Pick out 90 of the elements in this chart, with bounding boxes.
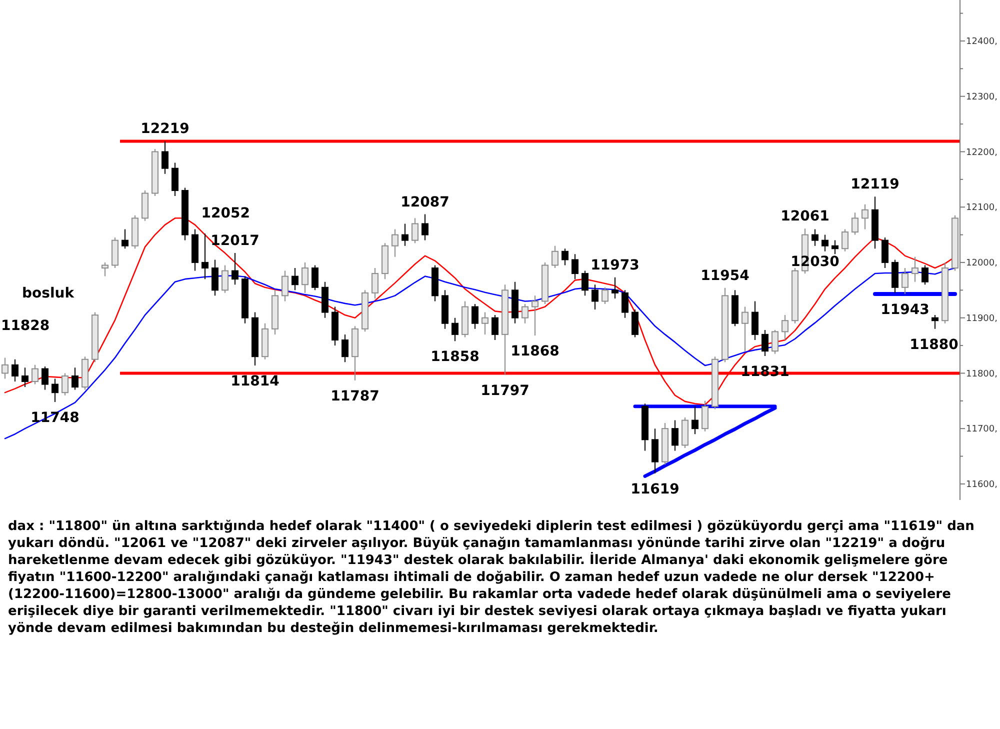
candlestick xyxy=(702,400,708,432)
candlestick xyxy=(522,303,528,324)
candlestick xyxy=(52,378,58,402)
y-tick-label: 11900, xyxy=(966,314,998,324)
candlestick xyxy=(592,284,598,310)
annotation: 11868 xyxy=(510,344,560,360)
candlestick xyxy=(342,334,348,363)
annotation: 12061 xyxy=(780,208,830,225)
candlestick xyxy=(562,248,568,266)
candlestick xyxy=(162,140,168,174)
candlestick xyxy=(212,259,218,296)
candlestick xyxy=(862,204,868,230)
candlestick xyxy=(912,256,918,282)
candlestick xyxy=(772,330,778,354)
candlestick xyxy=(392,228,398,258)
candlestick xyxy=(312,264,318,291)
y-tick-label: 11600, xyxy=(966,480,998,490)
candlestick xyxy=(32,364,38,385)
candlestick xyxy=(452,317,458,342)
annotation: 11973 xyxy=(590,257,640,274)
candlestick xyxy=(72,367,78,390)
candlestick xyxy=(172,162,178,197)
candlestick xyxy=(812,228,818,246)
y-tick-label: 12300, xyxy=(966,92,998,102)
candlestick xyxy=(532,295,538,336)
candlestick xyxy=(672,420,678,452)
candlestick xyxy=(602,286,608,304)
annotation: 11880 xyxy=(910,336,959,353)
candlestick xyxy=(762,330,768,357)
annotation: 11858 xyxy=(430,349,480,366)
candlestick xyxy=(102,262,108,277)
annotation: 12219 xyxy=(140,121,190,138)
candlestick xyxy=(232,252,238,286)
candlestick xyxy=(822,234,828,252)
annotation: 12119 xyxy=(850,176,900,193)
candlestick xyxy=(42,366,48,390)
annotation: 11943 xyxy=(880,302,930,318)
annotation: 12052 xyxy=(201,205,250,222)
annotation: 11797 xyxy=(480,382,530,399)
candlestick xyxy=(742,306,748,352)
candlestick xyxy=(22,367,28,388)
annotation: 12030 xyxy=(790,254,840,270)
candlestick xyxy=(922,264,928,286)
candlestick xyxy=(62,372,68,396)
annotation: 12017 xyxy=(210,233,260,250)
candlestick xyxy=(632,309,638,338)
annotation: 11619 xyxy=(630,481,680,498)
candlestick xyxy=(412,218,418,244)
candlestick xyxy=(402,223,408,246)
annotation: 11787 xyxy=(330,388,380,404)
y-tick-label: 12200, xyxy=(966,148,998,158)
candlestick xyxy=(552,245,558,268)
candlestick xyxy=(842,228,848,252)
candlestick xyxy=(882,237,888,268)
text: dax : "11800" ün altına sarktığında hedef olarak "11400" ( o seviyedeki diplerin test edilmesi ) gözüküyordu gerçi ama "11619" dan yukarı döndü. "12061 ve "12087" deki zirveler aşılıyor. Büyük çanağın tamamlanması yönünde tarihi zirve olan "12219" a doğru hareketlenme devam edecek gibi gözüküyor. "11943" destek olarak bakılabilir. İleride Almanya' daki ekonomik gelişmelere göre fiyatın "11600-12200" aralığındaki çanağı katlaması ihtimali de doğabilir. O zaman hedef uzun vadede ne olur dersek "12200+(12200-11600)=12800-13000" aralığı da gündeme gelebilir. Bu rakamlar orta vadede hedef olarak düşünülmeli ama o seviyelere erişilecek diye bir garanti verilmemektedir. "11800" civarı iyi bir destek seviyesi olarak ortaya çıkmaya başladı ve fiyatta yukarı yönde devam edilmesi bakımından bu desteğin delinmemesi-kırılmaması gerekmektedir. xyxy=(8,518,976,637)
candlestick xyxy=(202,233,208,280)
candlestick xyxy=(422,214,428,241)
y-tick-label: 12100, xyxy=(966,203,998,214)
candlestick xyxy=(582,270,588,296)
y-tick-label: 12400, xyxy=(966,37,998,48)
candlestick xyxy=(652,428,658,474)
candlestick xyxy=(12,358,18,382)
annotation: 11828 xyxy=(0,318,50,334)
candlestick xyxy=(852,212,858,236)
candlestick xyxy=(932,314,938,330)
candlestick xyxy=(302,262,308,294)
annotation: 12087 xyxy=(400,194,450,210)
candlestick xyxy=(902,267,908,295)
candlestick xyxy=(282,270,288,302)
candlestick xyxy=(492,314,498,340)
annotation: 11954 xyxy=(700,268,750,284)
candlestick xyxy=(372,267,378,299)
candlestick xyxy=(122,228,128,250)
y-tick-label: 11700, xyxy=(966,424,998,435)
candlestick xyxy=(752,300,758,340)
candlestick xyxy=(222,264,228,294)
candlestick xyxy=(612,276,618,299)
candlestick xyxy=(482,312,488,335)
candlestick xyxy=(692,406,698,435)
candlestick xyxy=(572,254,578,280)
annotation: 11814 xyxy=(230,373,280,390)
candlestick xyxy=(2,357,8,380)
y-tick-label: 11800, xyxy=(966,369,998,380)
y-tick-label: 12000, xyxy=(966,258,998,269)
candlestick xyxy=(472,303,478,330)
candlestick xyxy=(622,290,628,318)
candlestick xyxy=(782,314,788,340)
annotation: bosluk xyxy=(22,285,75,302)
candlestick xyxy=(292,267,298,291)
candlestick xyxy=(832,240,838,255)
